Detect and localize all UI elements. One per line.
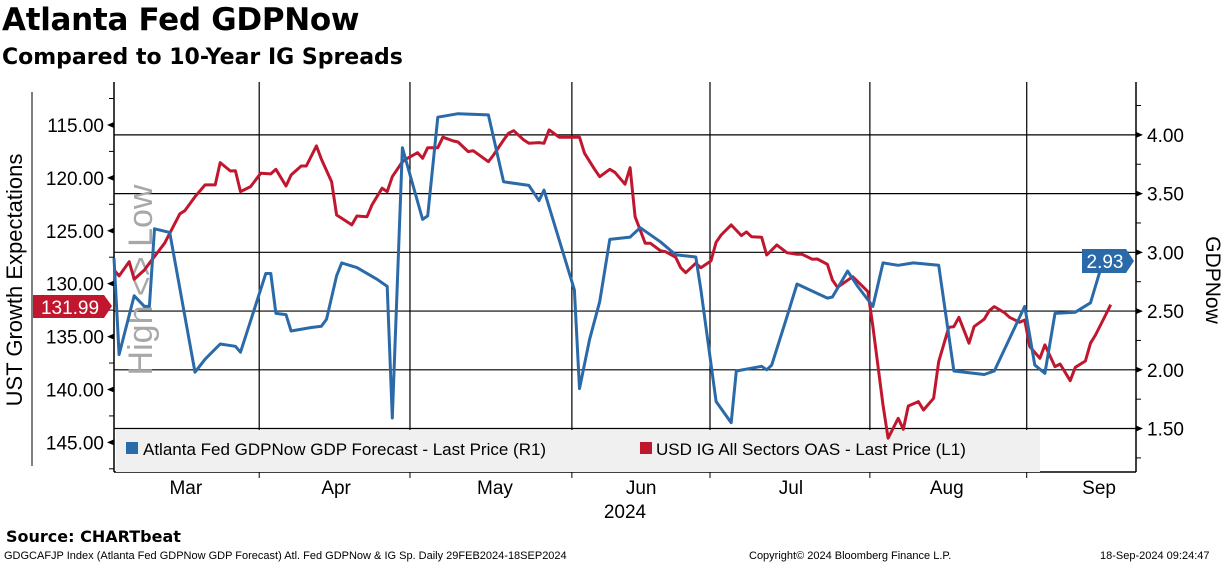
gdpnow-line (112, 112, 1112, 425)
last-value-oas: 131.99 (41, 298, 99, 319)
chart-title: Atlanta Fed GDPNow (2, 2, 360, 38)
tick-labels: 4.00 3.50 3.00 2.50 2.00 1.50 115.00 120.00 125.… (46, 98, 1184, 520)
gdpnow-points (113, 113, 1111, 423)
source-note: Source: CHARTbeat (6, 527, 181, 546)
right-tick-label: 4.00 (1147, 126, 1184, 147)
last-value-gdpnow: 2.93 (1087, 252, 1124, 273)
left-tick-label: 115.00 (47, 116, 104, 137)
right-tick-label: 3.50 (1147, 185, 1184, 206)
gridlines (114, 82, 1136, 472)
series-lines (112, 112, 1113, 440)
left-tick-label: 140.00 (46, 380, 104, 401)
ig-oas-points (113, 129, 1111, 439)
x-year-label: 2024 (604, 502, 647, 520)
last-value-markers: 131.99 2.93 (33, 249, 1134, 319)
left-tick-label: 125.00 (46, 222, 104, 243)
x-month-label: Sep (1082, 478, 1116, 499)
last-value-marker-gdpnow (1082, 249, 1134, 273)
right-tick-label: 1.50 (1147, 420, 1184, 441)
last-value-marker-oas (33, 295, 112, 318)
left-tick-label: 145.00 (46, 433, 104, 454)
right-tick-label: 3.00 (1147, 243, 1184, 264)
legend-swatch-gdpnow (126, 442, 138, 454)
x-month-label: Aug (930, 478, 964, 499)
axis-watermark: High <> Low (122, 184, 160, 375)
left-tick-label: 120.00 (46, 169, 104, 190)
x-month-label: Jul (779, 478, 803, 499)
right-tick-label: 2.00 (1147, 361, 1184, 382)
axes (31, 82, 1137, 473)
legend-background (116, 430, 1040, 472)
footer-copyright: Copyright© 2024 Bloomberg Finance L.P. (749, 550, 952, 562)
left-axis-title: UST Growth Expectations (2, 154, 27, 407)
legend: Atlanta Fed GDPNow GDP Forecast - Last P… (116, 430, 1040, 472)
x-month-label: Apr (321, 478, 351, 499)
legend-label-oas: USD IG All Sectors OAS - Last Price (L1) (656, 440, 966, 459)
right-axis-title: GDPNow (1201, 236, 1224, 324)
legend-label-gdpnow: Atlanta Fed GDPNow GDP Forecast - Last P… (143, 440, 546, 459)
right-tick-label: 2.50 (1147, 302, 1184, 323)
x-month-label: Jun (626, 478, 657, 499)
x-month-label: May (477, 478, 513, 499)
footer-timestamp: 18-Sep-2024 09:24:47 (1100, 550, 1210, 562)
left-tick-label: 130.00 (46, 275, 104, 296)
footer-description: GDGCAFJP Index (Atlanta Fed GDPNow GDP F… (4, 550, 567, 562)
x-month-label: Mar (169, 478, 202, 499)
chart: High <> Low UST Growth Expectations GDPN… (2, 82, 1224, 520)
left-tick-label: 135.00 (46, 328, 104, 349)
chart-subtitle: Compared to 10-Year IG Spreads (2, 45, 403, 70)
legend-swatch-oas (640, 442, 652, 454)
